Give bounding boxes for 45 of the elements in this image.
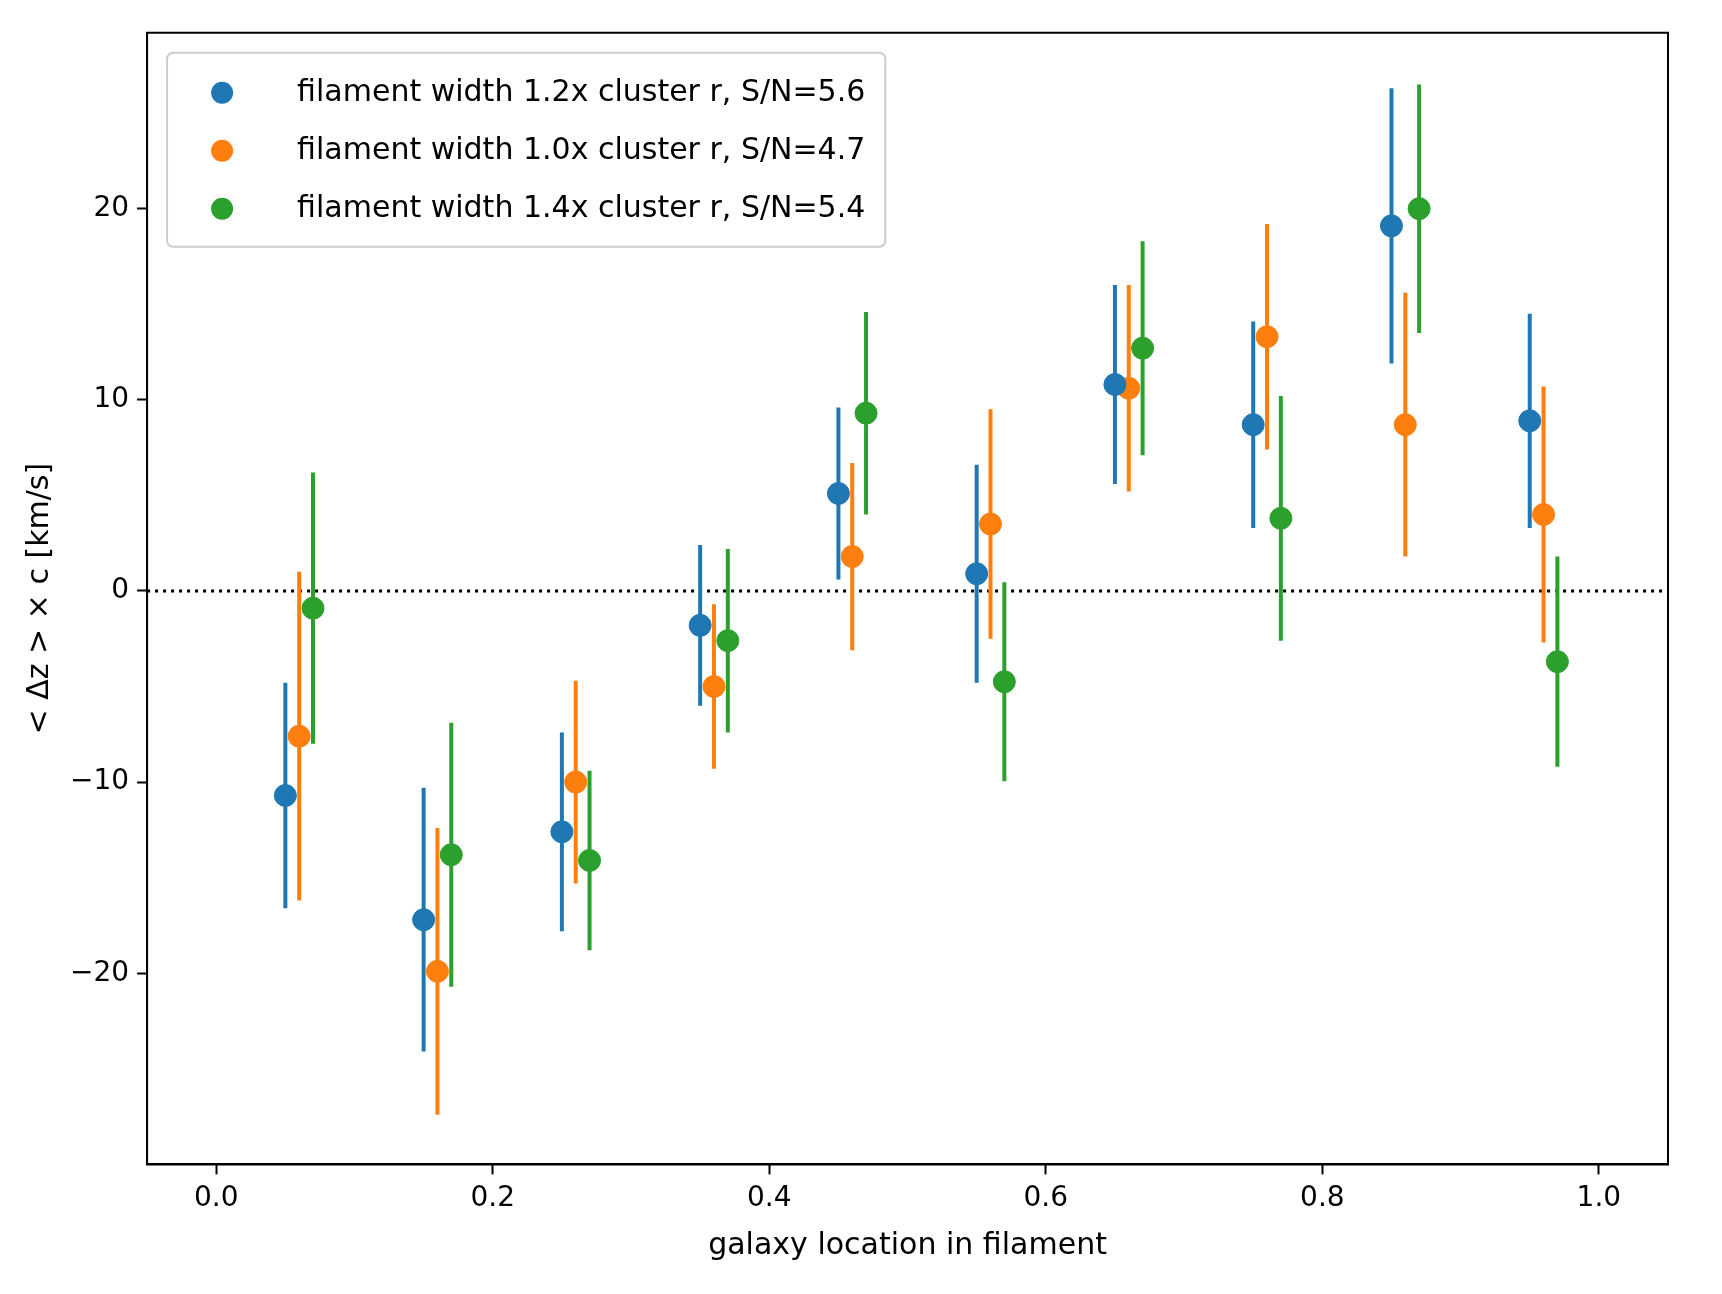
y-tick-label: 10 <box>93 381 130 415</box>
point <box>979 512 1002 536</box>
x-axis-title: galaxy location in filament <box>708 1225 1108 1261</box>
point <box>854 401 878 425</box>
point <box>1407 197 1431 221</box>
legend-label: filament width 1.0x cluster r, S/N=4.7 <box>297 130 866 166</box>
point <box>1241 413 1265 437</box>
point <box>688 613 712 637</box>
legend-label: filament width 1.4x cluster r, S/N=5.4 <box>297 188 866 224</box>
point <box>1379 214 1403 238</box>
point <box>1393 413 1417 437</box>
x-tick-label: 0.6 <box>1023 1180 1069 1214</box>
point <box>287 724 311 748</box>
point <box>564 770 588 794</box>
point <box>550 820 574 844</box>
x-tick-label: 0.4 <box>747 1180 792 1214</box>
y-tick-label: 20 <box>93 189 130 223</box>
y-tick-label: 0 <box>111 572 130 606</box>
point <box>578 848 602 872</box>
point <box>1532 503 1556 526</box>
y-tick-label: −20 <box>70 954 130 988</box>
y-axis-title: < Δz > × c [km/s] <box>19 462 55 735</box>
point <box>702 675 726 699</box>
x-tick-label: 0.8 <box>1300 1180 1345 1214</box>
point <box>273 783 297 807</box>
legend-label: filament width 1.2x cluster r, S/N=5.6 <box>297 72 866 108</box>
point <box>412 908 436 932</box>
y-tick-label: −10 <box>70 763 130 797</box>
point <box>840 545 864 569</box>
point <box>1103 373 1127 397</box>
point <box>1545 650 1569 674</box>
point <box>1131 336 1155 360</box>
point <box>439 843 463 867</box>
x-tick-label: 0.2 <box>470 1180 516 1214</box>
point <box>1255 325 1279 349</box>
point <box>965 562 989 586</box>
point <box>1269 506 1293 530</box>
point <box>992 670 1016 694</box>
point <box>425 959 449 983</box>
point <box>716 629 740 653</box>
x-tick-label: 0.0 <box>193 1180 239 1214</box>
x-tick-label: 1.0 <box>1576 1180 1622 1214</box>
point <box>1518 409 1542 433</box>
point <box>301 596 325 620</box>
point <box>826 481 850 505</box>
